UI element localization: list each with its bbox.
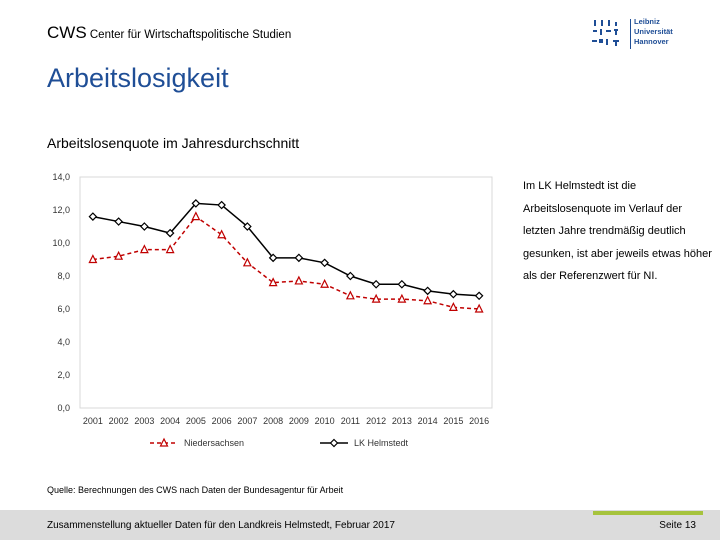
legend-label-helmstedt: LK Helmstedt (354, 438, 409, 448)
x-tick-label: 2007 (237, 416, 257, 426)
data-point-helmstedt (191, 199, 201, 208)
university-logo: Leibniz Universität Hannover (588, 17, 674, 51)
data-point-helmstedt (397, 279, 407, 289)
data-point-niedersachsen (397, 293, 407, 303)
logo-mark-icon (592, 20, 619, 46)
x-tick-label: 2008 (263, 416, 283, 426)
data-point-niedersachsen (423, 295, 433, 305)
data-point-helmstedt (329, 438, 339, 448)
data-point-helmstedt (243, 222, 252, 231)
data-point-helmstedt (294, 253, 304, 263)
x-tick-label: 2013 (392, 416, 412, 426)
data-point-niedersachsen (345, 290, 355, 300)
data-point-helmstedt (165, 228, 175, 238)
x-tick-label: 2009 (289, 416, 309, 426)
brand-header: CWS Center für Wirtschaftspolitische Stu… (47, 23, 317, 42)
x-tick-label: 2002 (109, 416, 129, 426)
logo-line-1: Leibniz (634, 17, 660, 26)
data-point-helmstedt (114, 217, 123, 226)
x-tick-label: 2004 (160, 416, 180, 426)
data-point-helmstedt (474, 291, 484, 301)
x-tick-label: 2016 (469, 416, 489, 426)
chart-subtitle: Arbeitslosenquote im Jahresdurchschnitt (47, 135, 300, 151)
data-point-niedersachsen (474, 303, 484, 313)
y-tick-label: 4,0 (57, 337, 70, 347)
plot-area (79, 176, 493, 409)
data-point-niedersachsen (448, 302, 458, 311)
series-line-helmstedt (92, 202, 480, 297)
footer-bar: Zusammenstellung aktueller Daten für den… (0, 510, 720, 540)
data-point-niedersachsen (191, 211, 201, 221)
data-point-helmstedt (217, 200, 226, 210)
x-tick-label: 2001 (83, 416, 103, 426)
y-tick-label: 2,0 (57, 370, 70, 380)
data-point-niedersachsen (320, 278, 330, 288)
data-point-helmstedt (346, 271, 355, 281)
source-note: Quelle: Berechnungen des CWS nach Daten … (47, 485, 344, 495)
series-line-niedersachsen (92, 215, 480, 310)
x-tick-label: 2003 (134, 416, 154, 426)
y-tick-label: 14,0 (52, 172, 70, 182)
data-point-niedersachsen (88, 254, 98, 264)
data-point-niedersachsen (371, 293, 381, 303)
data-point-niedersachsen (294, 275, 304, 285)
data-point-niedersachsen (165, 244, 175, 254)
data-point-niedersachsen (139, 244, 149, 254)
x-tick-label: 2006 (212, 416, 232, 426)
legend-label-niedersachsen: Niedersachsen (184, 438, 244, 448)
page-number: Seite 13 (659, 520, 696, 531)
x-tick-label: 2005 (186, 416, 206, 426)
x-tick-label: 2012 (366, 416, 386, 426)
y-tick-label: 10,0 (52, 238, 70, 248)
data-point-helmstedt (449, 289, 458, 299)
logo-separator (630, 19, 631, 49)
x-tick-label: 2011 (341, 416, 360, 426)
logo-line-2: Universität (634, 27, 673, 36)
y-tick-label: 0,0 (57, 403, 70, 413)
data-point-niedersachsen (268, 277, 278, 287)
commentary-text: Im LK Helmstedt ist die Arbeitslosenquot… (523, 180, 712, 282)
logo-line-3: Hannover (634, 37, 669, 46)
x-tick-label: 2014 (418, 416, 438, 426)
data-point-niedersachsen (159, 437, 169, 447)
data-point-niedersachsen (217, 229, 227, 239)
footer-accent (593, 511, 703, 515)
data-point-helmstedt (423, 286, 432, 296)
footer-description: Zusammenstellung aktueller Daten für den… (47, 520, 395, 531)
data-point-niedersachsen (242, 257, 252, 267)
line-chart: 0,0 2,0 4,0 6,0 8,0 10,0 12,0 14,0 2001 2002 2003 2… (52, 172, 493, 448)
data-point-helmstedt (320, 258, 329, 268)
brand-short: CWS (47, 23, 87, 42)
page-title: Arbeitslosigkeit (47, 63, 229, 93)
data-point-helmstedt (140, 222, 149, 231)
y-tick-label: 8,0 (57, 271, 70, 281)
brand-long: Center für Wirtschaftspolitische Studien (89, 29, 292, 41)
logo-name: Leibniz Universität Hannover (634, 17, 673, 47)
x-tick-label: 2015 (443, 416, 463, 426)
data-point-helmstedt (371, 279, 381, 289)
y-tick-label: 12,0 (52, 205, 70, 215)
y-tick-label: 6,0 (57, 304, 70, 314)
data-point-helmstedt (88, 212, 98, 221)
data-point-helmstedt (268, 253, 278, 263)
data-point-niedersachsen (114, 250, 124, 260)
x-tick-label: 2010 (315, 416, 335, 426)
